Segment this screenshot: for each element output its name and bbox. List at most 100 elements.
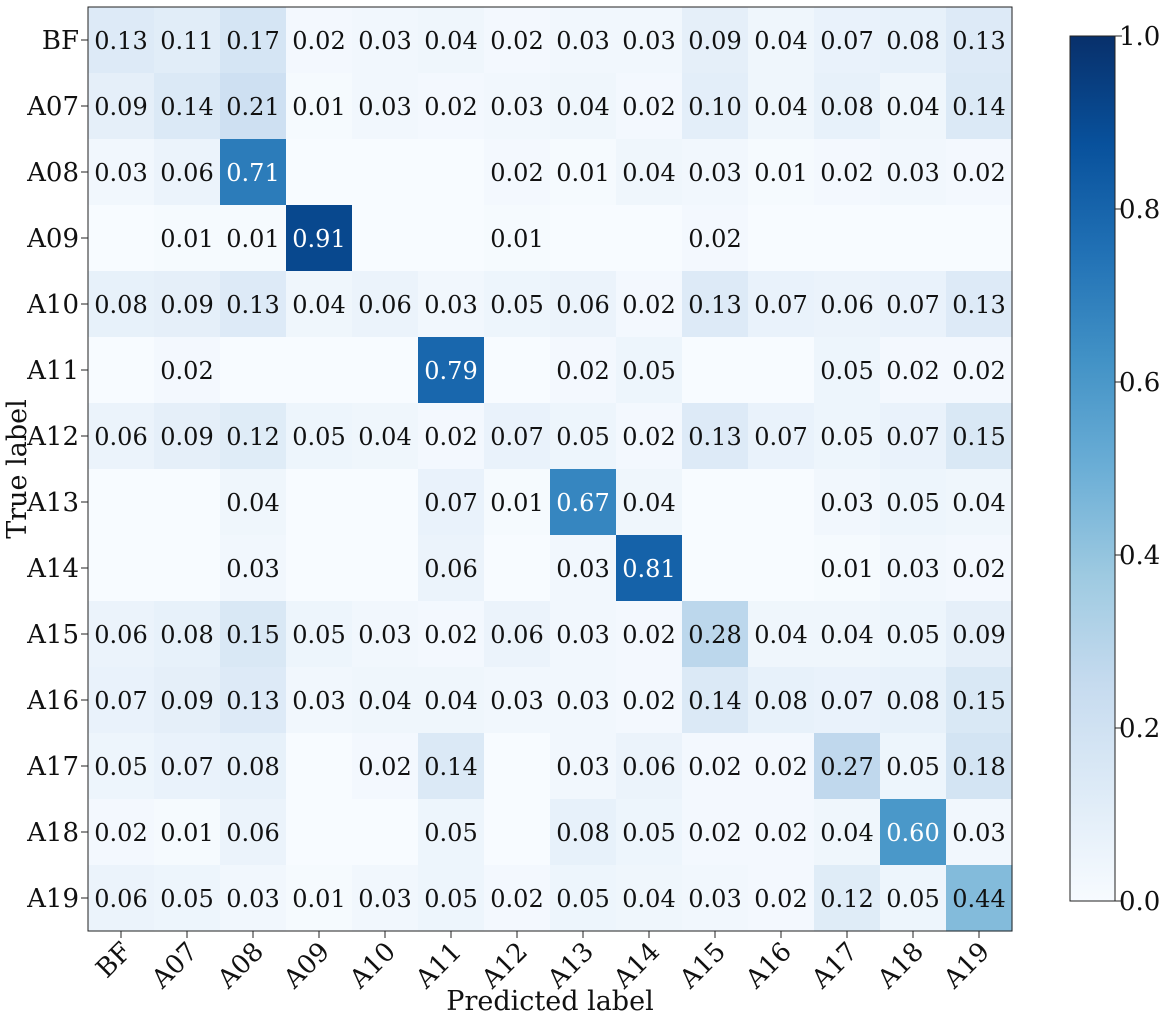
heatmap-cell-a17-a10: [352, 733, 419, 800]
cell-value-label: 0.07: [754, 423, 807, 451]
x-axis-title: Predicted label: [446, 986, 653, 1017]
heatmap-cell-a16-a09: [286, 667, 353, 734]
heatmap-cell-a13-a14: [616, 469, 683, 536]
heatmap-cell-a08-a17: [814, 139, 881, 206]
cell-value-label: 0.13: [688, 291, 741, 319]
heatmap-cell-bf-a13: [550, 7, 617, 74]
heatmap-cell-a16-bf: [88, 667, 155, 734]
cell-value-label: 0.02: [754, 819, 807, 847]
cell-value-label: 0.01: [820, 555, 873, 583]
heatmap-cell-a08-a09: [286, 139, 353, 206]
cell-value-label: 0.14: [952, 93, 1005, 121]
cell-value-label: 0.12: [820, 885, 873, 913]
heatmap-cell-a12-a10: [352, 403, 419, 470]
cell-value-label: 0.07: [754, 291, 807, 319]
y-tick-label: A16: [26, 686, 79, 716]
x-tick-label: A07: [145, 937, 204, 996]
heatmap-cell-a11-a19: [946, 337, 1013, 404]
heatmap-cell-a13-a18: [880, 469, 947, 536]
heatmap-cell-a17-a13: [550, 733, 617, 800]
y-tick-label: A19: [26, 884, 79, 914]
cell-value-label: 0.03: [820, 489, 873, 517]
heatmap-cell-bf-a15: [682, 7, 749, 74]
y-tick-label: A18: [26, 818, 79, 848]
y-tick-label: A17: [26, 752, 79, 782]
heatmap-cell-a11-a08: [220, 337, 287, 404]
heatmap-cell-a18-a07: [154, 799, 221, 866]
cell-value-label: 0.91: [292, 225, 345, 253]
heatmap-cell-a10-a09: [286, 271, 353, 338]
cell-value-label: 0.02: [688, 225, 741, 253]
heatmap-cell-bf-a08: [220, 7, 287, 74]
heatmap-cell-a15-a19: [946, 601, 1013, 668]
cell-value-label: 0.06: [490, 621, 543, 649]
cell-value-label: 0.08: [820, 93, 873, 121]
heatmap-cell-a11-a17: [814, 337, 881, 404]
cell-value-label: 0.04: [358, 423, 411, 451]
heatmap-cell-a14-bf: [88, 535, 155, 602]
cell-value-label: 0.02: [952, 357, 1005, 385]
cell-value-label: 0.08: [160, 621, 213, 649]
heatmap-cell-a19-a15: [682, 865, 749, 932]
heatmap-cell-a17-a17: [814, 733, 881, 800]
heatmap-cell-a07-a12: [484, 73, 551, 140]
y-tick-label: A08: [26, 158, 79, 188]
heatmap-cell-a11-a11: [418, 337, 485, 404]
cell-value-label: 0.02: [820, 159, 873, 187]
heatmap-cell-a18-a18: [880, 799, 947, 866]
cell-value-label: 0.08: [754, 687, 807, 715]
heatmap-cell-a07-bf: [88, 73, 155, 140]
cell-value-label: 0.05: [292, 621, 345, 649]
heatmap-cell-a09-a10: [352, 205, 419, 272]
heatmap-cell-a14-a18: [880, 535, 947, 602]
heatmap-cell-a10-a12: [484, 271, 551, 338]
cell-value-label: 0.79: [424, 357, 477, 385]
cell-value-label: 0.02: [424, 621, 477, 649]
heatmap-cell-a09-a13: [550, 205, 617, 272]
cell-value-label: 0.06: [94, 423, 147, 451]
heatmap-cell-a10-a11: [418, 271, 485, 338]
cell-value-label: 0.03: [556, 753, 609, 781]
cell-value-label: 0.03: [358, 93, 411, 121]
cell-value-label: 0.04: [952, 489, 1005, 517]
heatmap-cell-a16-a11: [418, 667, 485, 734]
cell-value-label: 0.05: [94, 753, 147, 781]
heatmap-cell-bf-a19: [946, 7, 1013, 74]
cell-value-label: 0.14: [160, 93, 213, 121]
cell-value-label: 0.09: [160, 687, 213, 715]
x-tick-label: A09: [277, 937, 336, 996]
heatmap-cell-a11-a10: [352, 337, 419, 404]
heatmap-cell-a13-a07: [154, 469, 221, 536]
heatmap-cell-a19-a17: [814, 865, 881, 932]
heatmap-cell-a15-a09: [286, 601, 353, 668]
heatmap-cell-a13-a09: [286, 469, 353, 536]
heatmap-cell-a19-bf: [88, 865, 155, 932]
heatmap-cell-a15-bf: [88, 601, 155, 668]
cell-value-label: 0.08: [556, 819, 609, 847]
cell-value-label: 0.06: [358, 291, 411, 319]
heatmap-cell-a10-a10: [352, 271, 419, 338]
cell-value-label: 0.03: [94, 159, 147, 187]
heatmap-cell-a08-a13: [550, 139, 617, 206]
cell-value-label: 0.06: [226, 819, 279, 847]
heatmap-cell-a14-a15: [682, 535, 749, 602]
cell-value-label: 0.06: [820, 291, 873, 319]
cell-value-label: 0.02: [688, 753, 741, 781]
cell-value-label: 0.02: [292, 27, 345, 55]
cell-value-label: 0.02: [424, 423, 477, 451]
heatmap-cell-a17-a14: [616, 733, 683, 800]
heatmap-cell-a09-a11: [418, 205, 485, 272]
heatmap-cell-a12-a17: [814, 403, 881, 470]
x-tick-label: A17: [805, 937, 864, 996]
heatmap-cell-a09-a16: [748, 205, 815, 272]
heatmap-cell-a18-a19: [946, 799, 1013, 866]
cell-value-label: 0.02: [886, 357, 939, 385]
heatmap-cells: [88, 7, 1013, 932]
cell-value-label: 0.15: [952, 423, 1005, 451]
cell-value-label: 0.04: [754, 621, 807, 649]
cell-value-label: 0.05: [886, 489, 939, 517]
cell-value-label: 0.05: [886, 885, 939, 913]
heatmap-cell-bf-a07: [154, 7, 221, 74]
heatmap-cell-a14-a13: [550, 535, 617, 602]
heatmap-cell-a15-a10: [352, 601, 419, 668]
